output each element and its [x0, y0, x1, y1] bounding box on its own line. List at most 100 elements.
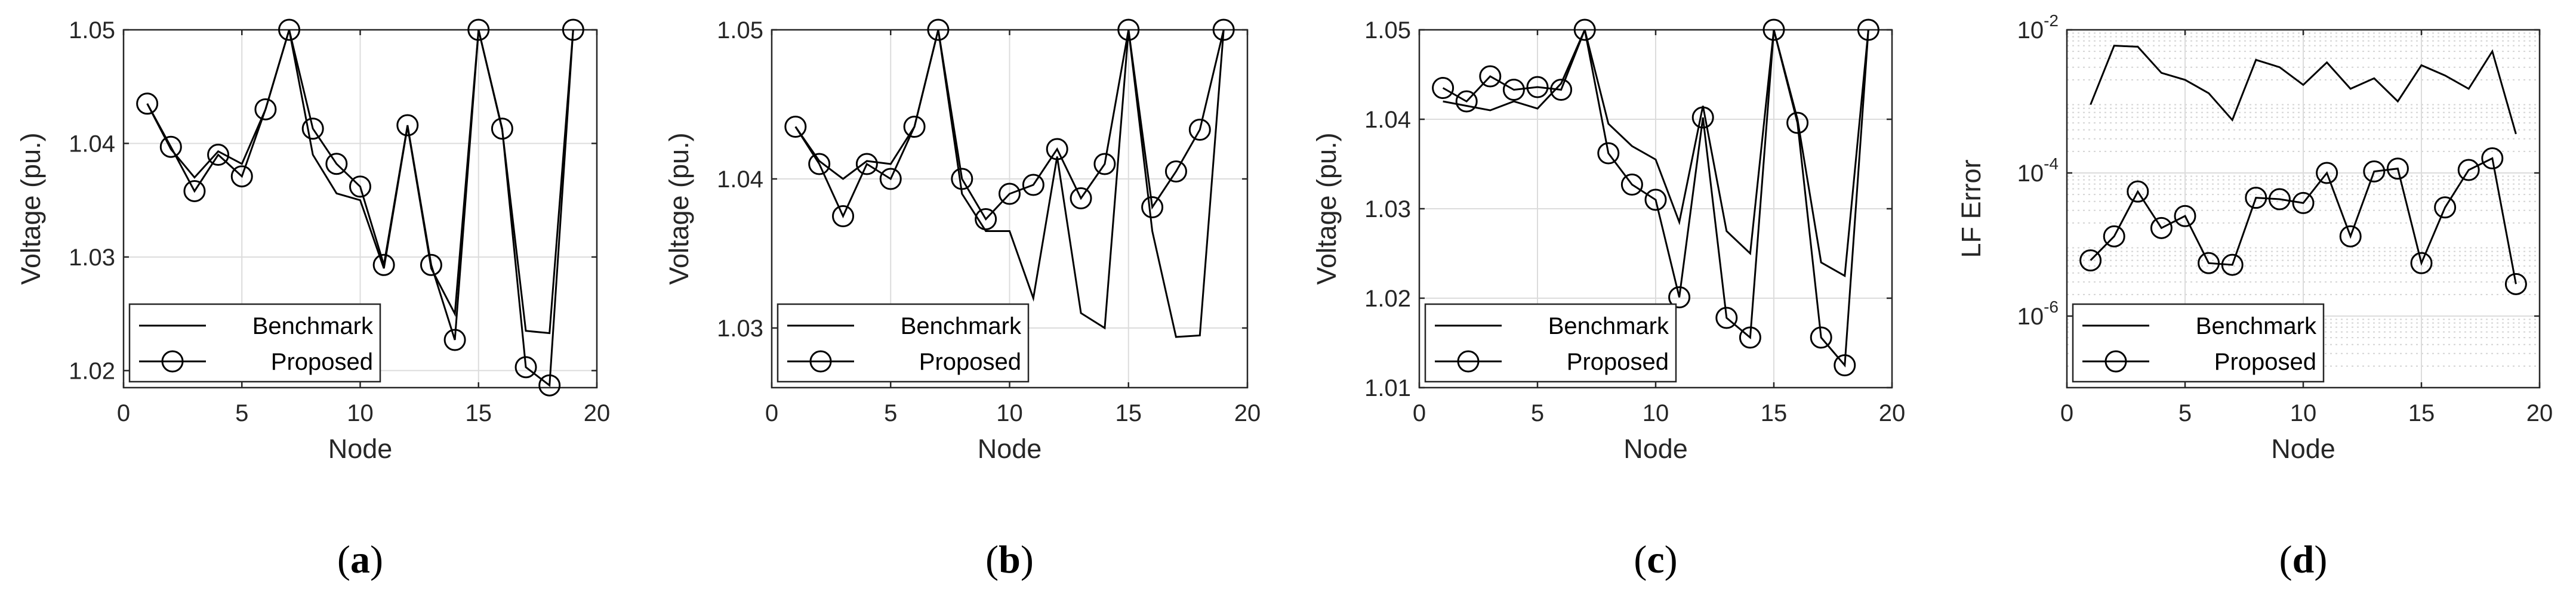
x-tick-label: 15 — [1116, 400, 1142, 426]
caption-open: ( — [337, 538, 350, 581]
data-point-proposed — [2174, 205, 2196, 227]
chart-panel-c: 0 5 10 15 20 1.01 1.02 1.03 1.04 1.05 Node Voltage … — [1311, 17, 1905, 581]
x-tick-label: 20 — [2526, 400, 2553, 426]
data-point-proposed — [1715, 307, 1738, 329]
y-tick-exponent: -2 — [2044, 11, 2059, 30]
x-tick-label: 10 — [347, 400, 374, 426]
data-point-proposed — [1188, 119, 1211, 141]
data-point-proposed — [784, 116, 807, 138]
series-line-proposed — [2090, 157, 2517, 284]
caption-open: ( — [1634, 538, 1647, 581]
data-point-proposed — [951, 168, 973, 190]
panel-caption: (b) — [985, 538, 1034, 581]
x-tick-label: 20 — [1234, 400, 1261, 426]
data-point-proposed — [1502, 79, 1525, 101]
y-axis-label: Voltage (pu.) — [16, 132, 46, 284]
caption-close: ) — [370, 538, 383, 581]
data-point-proposed — [832, 205, 855, 227]
legend-marker-proposed — [809, 350, 832, 373]
x-tick-label: 10 — [2290, 400, 2317, 426]
data-point-proposed — [1046, 138, 1068, 160]
data-point-proposed — [2410, 252, 2433, 274]
data-point-proposed — [808, 153, 831, 175]
legend-box — [2072, 303, 2325, 383]
data-point-proposed — [467, 18, 490, 41]
data-point-proposed — [1432, 77, 1455, 99]
legend-label-benchmark: Benchmark — [901, 313, 1022, 339]
legend-marker-proposed — [1457, 350, 1480, 373]
data-point-proposed — [1573, 18, 1596, 41]
data-point-proposed — [1212, 18, 1235, 41]
x-tick-label: 0 — [2060, 400, 2073, 426]
x-tick-label: 5 — [235, 400, 248, 426]
data-point-proposed — [1526, 76, 1549, 98]
series-line-benchmark — [794, 30, 1225, 338]
data-point-proposed — [1786, 112, 1809, 134]
y-tick-label: 1.05 — [717, 17, 763, 44]
data-point-proposed — [2268, 188, 2291, 211]
y-tick-label: 1.02 — [1364, 286, 1411, 312]
data-point-proposed — [1857, 18, 1879, 41]
y-tick-label: 1.05 — [1364, 17, 1411, 44]
data-point-proposed — [2150, 216, 2173, 239]
data-point-proposed — [1550, 79, 1573, 101]
legend-label-benchmark: Benchmark — [1548, 313, 1669, 339]
x-tick-label: 0 — [765, 400, 778, 426]
data-point-proposed — [1479, 65, 1502, 88]
y-tick-base: 10 — [2017, 17, 2044, 44]
data-point-proposed — [1070, 187, 1092, 209]
data-point-proposed — [903, 116, 926, 138]
data-point-proposed — [420, 253, 442, 276]
data-point-proposed — [562, 18, 584, 41]
y-tick-label: 10-2 — [2017, 11, 2059, 44]
caption-open: ( — [2279, 538, 2292, 581]
y-tick-label: 1.03 — [717, 315, 763, 342]
data-point-proposed — [927, 18, 950, 41]
y-tick-label: 10-6 — [2017, 298, 2059, 330]
data-point-proposed — [2103, 225, 2125, 247]
data-point-proposed — [514, 356, 537, 379]
data-point-proposed — [2221, 253, 2244, 276]
data-point-proposed — [2386, 157, 2409, 180]
y-tick-label: 10-4 — [2017, 154, 2059, 187]
x-tick-label: 0 — [1413, 400, 1426, 426]
legend-marker-proposed — [2104, 350, 2127, 373]
x-tick-label: 15 — [466, 400, 492, 426]
data-point-proposed — [2434, 196, 2457, 219]
legend-label-proposed: Proposed — [919, 349, 1021, 375]
data-point-proposed — [1117, 18, 1140, 41]
caption-close: ) — [1021, 538, 1034, 581]
data-point-proposed — [1597, 142, 1620, 165]
caption-open: ( — [985, 538, 999, 581]
data-point-proposed — [1739, 326, 1761, 349]
y-tick-label: 1.05 — [69, 17, 115, 44]
y-tick-label: 1.04 — [1364, 107, 1411, 133]
caption-letter: b — [999, 538, 1021, 581]
data-point-proposed — [1093, 153, 1116, 175]
y-tick-label: 1.02 — [69, 358, 115, 384]
x-tick-label: 20 — [1879, 400, 1906, 426]
x-tick-label: 5 — [884, 400, 897, 426]
x-axis-label: Node — [328, 434, 393, 464]
y-tick-label: 1.01 — [1364, 375, 1411, 401]
legend-label-proposed: Proposed — [271, 349, 373, 375]
y-axis-label: Voltage (pu.) — [664, 132, 694, 284]
data-point-proposed — [491, 117, 513, 140]
data-point-proposed — [2481, 147, 2504, 170]
caption-letter: a — [350, 538, 370, 581]
data-point-proposed — [349, 175, 371, 198]
legend-label-proposed: Proposed — [2214, 349, 2316, 375]
x-tick-label: 20 — [584, 400, 611, 426]
y-tick-exponent: -6 — [2044, 298, 2059, 316]
y-axis-label: Voltage (pu.) — [1311, 132, 1342, 284]
caption-letter: d — [2292, 538, 2315, 581]
x-tick-label: 5 — [1531, 400, 1544, 426]
panel-caption: (c) — [1634, 538, 1677, 581]
panel-caption: (a) — [337, 538, 383, 581]
data-point-proposed — [975, 208, 997, 230]
data-point-proposed — [301, 117, 324, 140]
data-point-proposed — [538, 374, 561, 397]
data-point-proposed — [207, 144, 230, 166]
data-point-proposed — [2245, 187, 2267, 209]
